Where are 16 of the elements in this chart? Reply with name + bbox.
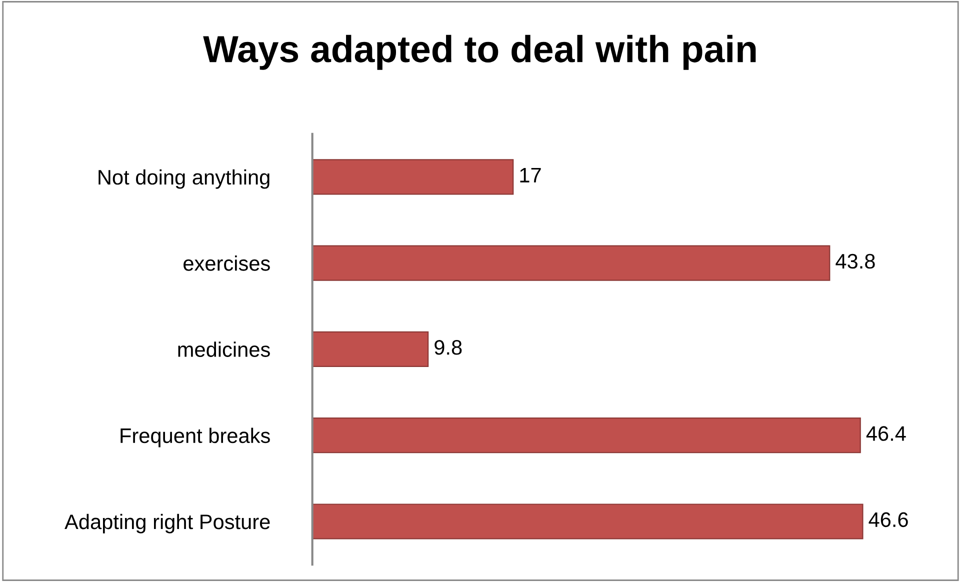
data-label: 43.8: [836, 254, 875, 269]
data-label: 46.6: [868, 512, 908, 528]
data-label: 17: [520, 168, 541, 182]
chart-title: Ways adapted to deal with pain: [203, 34, 756, 70]
y-tick-label: medicines: [178, 342, 270, 357]
bar: [312, 159, 514, 195]
y-tick-label: Adapting right Posture: [64, 514, 270, 534]
y-tick-label: Frequent breaks: [120, 428, 270, 448]
bar: [312, 331, 429, 367]
data-label: 9.8: [434, 340, 462, 355]
y-tick-label: exercises: [184, 256, 270, 271]
y-tick-label: Not doing anything: [98, 169, 270, 189]
bar: [312, 504, 864, 540]
bar: [312, 418, 861, 454]
bar: [312, 245, 830, 281]
data-label: 46.4: [866, 426, 906, 441]
